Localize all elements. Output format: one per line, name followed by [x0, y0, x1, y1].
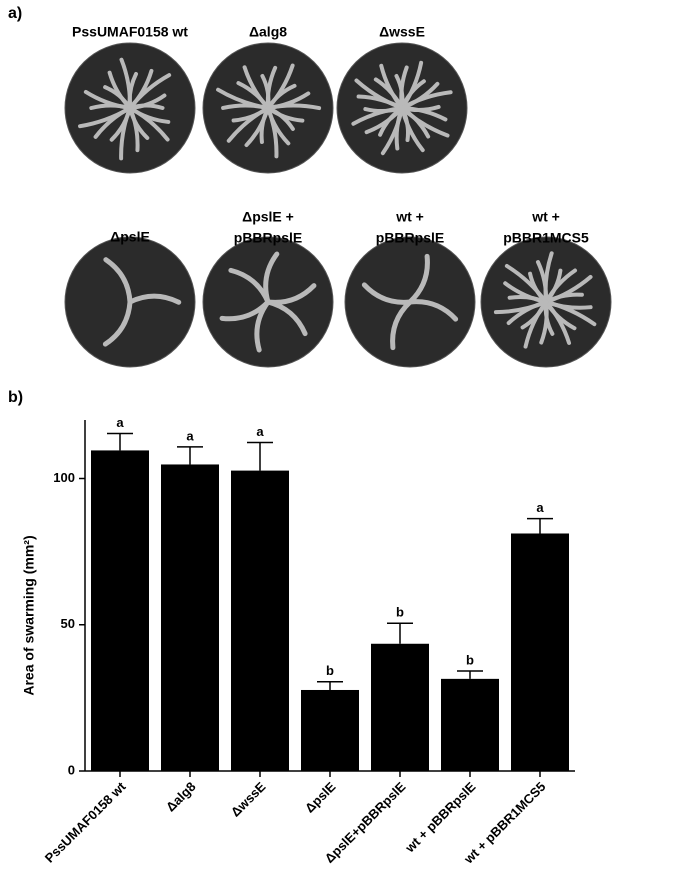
x-tick-label: Δalg8	[163, 779, 199, 815]
bar-chart: 0 50 100 Area of swarming (mm²) PssUMAF0158 …	[21, 415, 575, 867]
swarm-streak	[543, 251, 554, 304]
y-tick-label: 50	[61, 616, 75, 631]
swarm-streak	[361, 282, 413, 305]
x-tick-label: PssUMAF0158 wt	[42, 778, 129, 865]
swarm-streak	[78, 106, 132, 129]
swarm-streak	[400, 106, 431, 139]
swarm-streak	[128, 106, 170, 142]
swarm-streak	[379, 63, 404, 110]
swarm-streak	[231, 106, 270, 123]
plate-label: pBBRpslE	[376, 230, 444, 246]
x-tick-label: ΔpslE	[302, 779, 339, 816]
swarm-streak	[504, 263, 548, 304]
swarm-streak	[266, 106, 305, 123]
swarm-streak	[390, 299, 413, 351]
y-tick-label: 0	[68, 762, 75, 777]
swarm-streak	[493, 300, 548, 315]
significance-letter: b	[466, 652, 474, 667]
y-axis-label: Area of swarming (mm²)	[21, 535, 37, 695]
plate-label: PssUMAF0158 wt	[72, 24, 188, 40]
swarm-streak	[102, 299, 133, 347]
panel-label: a)	[8, 5, 22, 22]
swarm-streak	[407, 299, 459, 322]
swarm-streak	[400, 106, 425, 153]
swarm-streak	[128, 93, 167, 110]
swarm-streak	[354, 78, 404, 110]
bar	[301, 689, 359, 771]
significance-letter: a	[256, 424, 264, 439]
bar	[231, 470, 289, 771]
swarm-streak	[107, 70, 132, 110]
swarm-streak	[544, 300, 597, 327]
significance-letter: b	[326, 663, 334, 678]
panel-label: b)	[8, 389, 23, 406]
y-tick-label: 100	[53, 470, 75, 485]
swarm-streak	[263, 251, 280, 305]
swarm-streak	[266, 106, 279, 159]
plate-label: wt +	[395, 209, 424, 225]
swarm-streak	[407, 253, 430, 305]
swarm-streak	[266, 103, 322, 111]
significance-letter: a	[116, 415, 124, 430]
significance-letter: a	[186, 428, 194, 443]
swarm-streak	[127, 293, 182, 305]
swarm-streak	[266, 83, 297, 110]
x-tick-label: wt + pBBRpslE	[402, 779, 479, 856]
bar	[371, 643, 429, 771]
swarm-streak	[400, 90, 453, 110]
plate-label: ΔpslE +	[242, 209, 294, 225]
swarm-streak	[265, 299, 308, 337]
bar	[441, 678, 499, 771]
swarm-streak	[265, 65, 278, 110]
swarm-streak	[216, 87, 270, 110]
swarm-streak	[103, 257, 133, 305]
plate-label: Δalg8	[249, 24, 287, 40]
significance-letter: a	[536, 500, 544, 515]
plate-label: ΔpslE	[110, 229, 150, 245]
swarm-streak	[503, 281, 548, 304]
swarm-streak	[254, 299, 271, 353]
bar	[91, 450, 149, 771]
bar	[511, 533, 569, 771]
plate-photos: PssUMAF0158 wt Δalg8 ΔwssE ΔpslE ΔpslE + pBBR…	[64, 24, 612, 368]
swarm-streak	[128, 106, 140, 153]
swarm-streak	[128, 73, 172, 110]
swarm-streak	[544, 268, 578, 304]
swarm-streak	[544, 300, 572, 345]
swarm-streak	[83, 89, 132, 110]
swarm-streak	[242, 65, 270, 110]
swarm-streak	[244, 106, 270, 148]
swarm-streak	[127, 71, 139, 110]
plate-label: ΔwssE	[379, 24, 425, 40]
plate-label: pBBRpslE	[234, 230, 302, 246]
x-tick-label: ΔwssE	[228, 779, 269, 820]
significance-letter: b	[396, 605, 404, 620]
plate-label: wt +	[531, 209, 560, 225]
plate-label: pBBR1MCS5	[503, 230, 589, 246]
bar	[161, 464, 219, 771]
swarm-streak	[109, 106, 132, 142]
